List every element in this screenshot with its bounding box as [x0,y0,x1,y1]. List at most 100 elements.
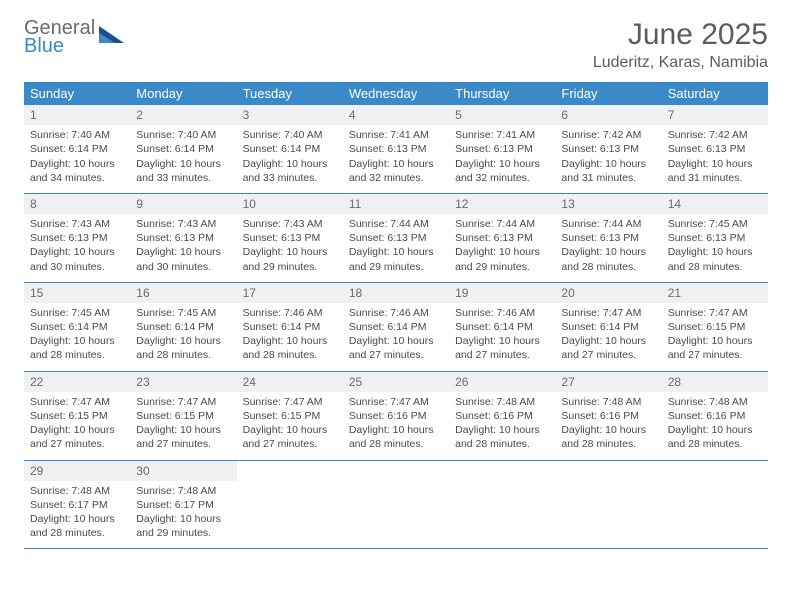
calendar-cell: 23Sunrise: 7:47 AMSunset: 6:15 PMDayligh… [130,371,236,460]
cell-daylight2: and 28 minutes. [668,437,762,451]
cell-sunrise: Sunrise: 7:41 AM [349,128,443,142]
cell-sunrise: Sunrise: 7:40 AM [30,128,124,142]
day-number: 18 [343,283,449,303]
cell-daylight1: Daylight: 10 hours [349,245,443,259]
cell-sunset: Sunset: 6:13 PM [668,142,762,156]
cell-daylight2: and 27 minutes. [136,437,230,451]
day-number: 22 [24,372,130,392]
cell-sunset: Sunset: 6:13 PM [455,142,549,156]
day-number: 16 [130,283,236,303]
day-number: 5 [449,105,555,125]
logo-blue: Blue [24,36,95,56]
calendar-cell: 13Sunrise: 7:44 AMSunset: 6:13 PMDayligh… [555,193,661,282]
calendar-cell [237,460,343,549]
cell-daylight2: and 28 minutes. [668,260,762,274]
day-number: 23 [130,372,236,392]
title-block: June 2025 Luderitz, Karas, Namibia [593,18,768,72]
day-number: 19 [449,283,555,303]
cell-daylight2: and 27 minutes. [349,348,443,362]
cell-sunrise: Sunrise: 7:45 AM [668,217,762,231]
calendar-row: 22Sunrise: 7:47 AMSunset: 6:15 PMDayligh… [24,371,768,460]
location: Luderitz, Karas, Namibia [593,54,768,72]
cell-daylight2: and 28 minutes. [136,348,230,362]
cell-sunset: Sunset: 6:13 PM [668,231,762,245]
weekday-mon: Monday [130,82,236,105]
cell-sunrise: Sunrise: 7:43 AM [136,217,230,231]
cell-daylight2: and 31 minutes. [668,171,762,185]
calendar-cell [662,460,768,549]
cell-sunrise: Sunrise: 7:42 AM [668,128,762,142]
cell-daylight2: and 30 minutes. [30,260,124,274]
cell-sunset: Sunset: 6:16 PM [455,409,549,423]
cell-daylight1: Daylight: 10 hours [243,423,337,437]
day-number: 17 [237,283,343,303]
weekday-sun: Sunday [24,82,130,105]
day-number: 8 [24,194,130,214]
cell-sunset: Sunset: 6:14 PM [455,320,549,334]
day-number: 12 [449,194,555,214]
cell-sunrise: Sunrise: 7:47 AM [349,395,443,409]
day-number: 29 [24,461,130,481]
cell-sunset: Sunset: 6:14 PM [136,320,230,334]
cell-sunrise: Sunrise: 7:45 AM [136,306,230,320]
calendar-cell: 30Sunrise: 7:48 AMSunset: 6:17 PMDayligh… [130,460,236,549]
calendar-cell: 27Sunrise: 7:48 AMSunset: 6:16 PMDayligh… [555,371,661,460]
cell-daylight1: Daylight: 10 hours [668,423,762,437]
cell-daylight1: Daylight: 10 hours [136,423,230,437]
calendar-cell: 7Sunrise: 7:42 AMSunset: 6:13 PMDaylight… [662,105,768,193]
calendar-row: 1Sunrise: 7:40 AMSunset: 6:14 PMDaylight… [24,105,768,193]
cell-sunset: Sunset: 6:14 PM [136,142,230,156]
cell-sunset: Sunset: 6:17 PM [136,498,230,512]
cell-daylight1: Daylight: 10 hours [136,334,230,348]
calendar-cell: 11Sunrise: 7:44 AMSunset: 6:13 PMDayligh… [343,193,449,282]
cell-daylight2: and 33 minutes. [136,171,230,185]
cell-daylight1: Daylight: 10 hours [349,157,443,171]
cell-daylight2: and 29 minutes. [136,526,230,540]
cell-daylight1: Daylight: 10 hours [668,334,762,348]
cell-sunrise: Sunrise: 7:40 AM [243,128,337,142]
cell-sunrise: Sunrise: 7:44 AM [455,217,549,231]
calendar-cell: 21Sunrise: 7:47 AMSunset: 6:15 PMDayligh… [662,282,768,371]
cell-sunset: Sunset: 6:17 PM [30,498,124,512]
day-number: 28 [662,372,768,392]
cell-daylight2: and 29 minutes. [455,260,549,274]
cell-sunrise: Sunrise: 7:47 AM [136,395,230,409]
cell-daylight2: and 28 minutes. [30,348,124,362]
cell-sunrise: Sunrise: 7:41 AM [455,128,549,142]
day-number: 2 [130,105,236,125]
calendar-cell: 24Sunrise: 7:47 AMSunset: 6:15 PMDayligh… [237,371,343,460]
calendar-cell: 14Sunrise: 7:45 AMSunset: 6:13 PMDayligh… [662,193,768,282]
day-number: 24 [237,372,343,392]
cell-sunset: Sunset: 6:13 PM [136,231,230,245]
cell-sunrise: Sunrise: 7:48 AM [136,484,230,498]
cell-sunset: Sunset: 6:13 PM [30,231,124,245]
cell-daylight2: and 33 minutes. [243,171,337,185]
weekday-wed: Wednesday [343,82,449,105]
cell-sunrise: Sunrise: 7:42 AM [561,128,655,142]
day-number: 3 [237,105,343,125]
cell-sunset: Sunset: 6:15 PM [30,409,124,423]
calendar-row: 29Sunrise: 7:48 AMSunset: 6:17 PMDayligh… [24,460,768,549]
calendar-cell: 17Sunrise: 7:46 AMSunset: 6:14 PMDayligh… [237,282,343,371]
cell-daylight1: Daylight: 10 hours [668,245,762,259]
day-number: 21 [662,283,768,303]
cell-sunrise: Sunrise: 7:47 AM [30,395,124,409]
calendar-cell: 1Sunrise: 7:40 AMSunset: 6:14 PMDaylight… [24,105,130,193]
cell-sunset: Sunset: 6:16 PM [561,409,655,423]
cell-daylight2: and 27 minutes. [243,437,337,451]
cell-daylight1: Daylight: 10 hours [30,512,124,526]
cell-daylight1: Daylight: 10 hours [30,334,124,348]
cell-daylight2: and 30 minutes. [136,260,230,274]
cell-sunset: Sunset: 6:14 PM [243,142,337,156]
cell-daylight2: and 29 minutes. [243,260,337,274]
cell-daylight1: Daylight: 10 hours [349,423,443,437]
calendar-cell: 18Sunrise: 7:46 AMSunset: 6:14 PMDayligh… [343,282,449,371]
calendar-cell: 22Sunrise: 7:47 AMSunset: 6:15 PMDayligh… [24,371,130,460]
cell-sunrise: Sunrise: 7:48 AM [30,484,124,498]
calendar-cell [343,460,449,549]
cell-daylight2: and 32 minutes. [349,171,443,185]
cell-sunrise: Sunrise: 7:46 AM [349,306,443,320]
cell-daylight1: Daylight: 10 hours [30,157,124,171]
logo-text: General Blue [24,18,95,56]
calendar-cell: 19Sunrise: 7:46 AMSunset: 6:14 PMDayligh… [449,282,555,371]
